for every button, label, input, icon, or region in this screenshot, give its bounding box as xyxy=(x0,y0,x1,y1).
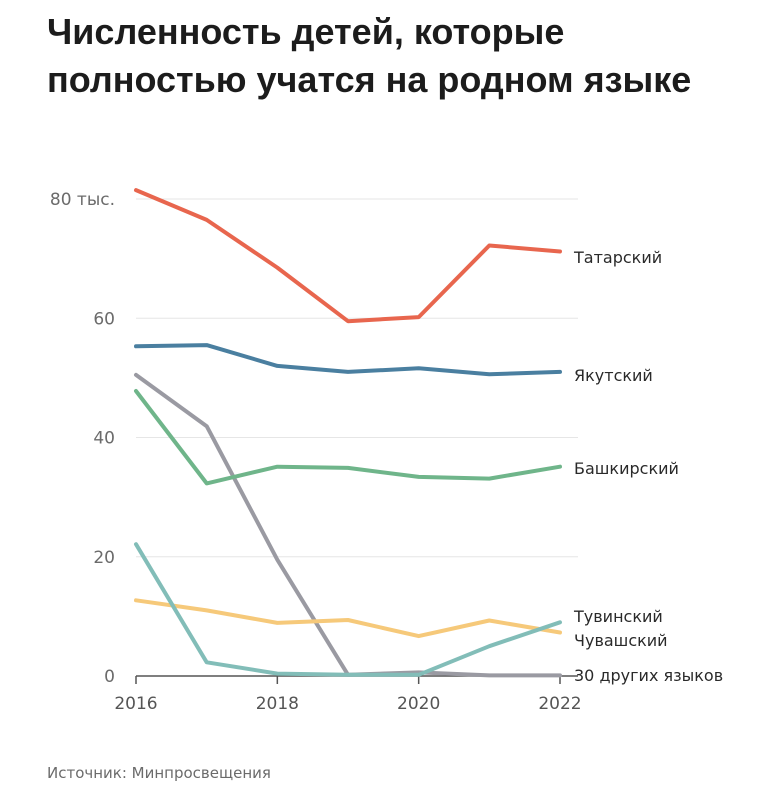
series-line-1 xyxy=(134,343,562,377)
series-line-5 xyxy=(134,372,562,678)
series-labels: Татарский Якутский Башкирский Тувинский Чува… xyxy=(573,248,723,685)
x-tick-label: 2016 xyxy=(114,694,157,714)
series-line-0 xyxy=(134,188,562,324)
series-line-2 xyxy=(134,389,562,486)
source-note: Источник: Минпросвещения xyxy=(47,764,271,782)
grid-lines xyxy=(136,198,578,677)
series-label: Якутский xyxy=(574,366,653,385)
chart-title: Численность детей, которые полностью уча… xyxy=(47,11,692,100)
series-label: Чувашский xyxy=(574,631,668,650)
x-tick-label: 2018 xyxy=(256,694,299,714)
series-label: Башкирский xyxy=(574,459,679,478)
y-tick-label: 20 xyxy=(93,548,115,568)
y-tick-label: 60 xyxy=(93,309,115,329)
series-line-3 xyxy=(134,542,562,677)
series-line-4 xyxy=(134,598,562,639)
series-lines xyxy=(134,188,562,678)
x-tick-label: 2020 xyxy=(397,694,440,714)
y-tick-label: 0 xyxy=(104,667,115,687)
y-tick-label: 80 тыс. xyxy=(50,190,115,210)
x-tick-label: 2022 xyxy=(538,694,581,714)
x-axis-ticks: 2016 2018 2020 2022 xyxy=(114,676,582,714)
y-tick-label: 40 xyxy=(93,429,115,449)
series-label: Татарский xyxy=(573,248,662,267)
series-label: Тувинский xyxy=(573,607,663,626)
series-label: 30 других языков xyxy=(574,666,723,685)
y-axis-ticks: 0 20 40 60 80 тыс. xyxy=(50,190,115,687)
